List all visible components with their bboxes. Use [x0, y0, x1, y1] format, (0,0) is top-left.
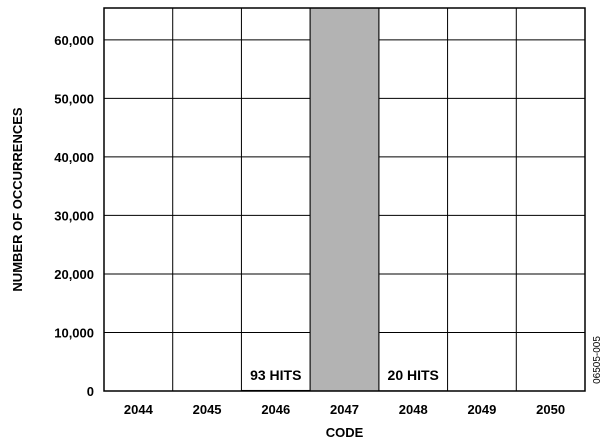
x-tick-label: 2048	[399, 402, 428, 417]
bar-2047	[309, 7, 380, 392]
x-tick-labels: 2044 2045 2046 2047 2048 2049 2050	[124, 402, 565, 417]
plot-frame	[103, 7, 586, 392]
y-tick-label: 60,000	[54, 33, 94, 48]
x-tick-label: 2047	[330, 402, 359, 417]
annotation-20-hits: 20 HITS	[388, 367, 439, 383]
x-tick-label: 2050	[536, 402, 565, 417]
annotations: 93 HITS 20 HITS	[250, 367, 439, 383]
y-axis-title: NUMBER OF OCCURRENCES	[10, 107, 25, 292]
bars	[240, 7, 449, 392]
x-tick-label: 2049	[467, 402, 496, 417]
figure-id: 06505-005	[592, 336, 603, 384]
x-tick-label: 2044	[124, 402, 154, 417]
y-tick-label: 40,000	[54, 150, 94, 165]
x-tick-label: 2046	[261, 402, 290, 417]
y-tick-label: 20,000	[54, 267, 94, 282]
annotation-93-hits: 93 HITS	[250, 367, 301, 383]
y-tick-label: 0	[87, 384, 94, 399]
y-tick-label: 50,000	[54, 91, 94, 106]
y-tick-labels: 0 10,000 20,000 30,000 40,000 50,000 60,000	[54, 33, 94, 399]
x-tick-label: 2045	[193, 402, 222, 417]
x-axis-title: CODE	[326, 425, 364, 440]
y-tick-label: 30,000	[54, 208, 94, 223]
y-tick-label: 10,000	[54, 325, 94, 340]
